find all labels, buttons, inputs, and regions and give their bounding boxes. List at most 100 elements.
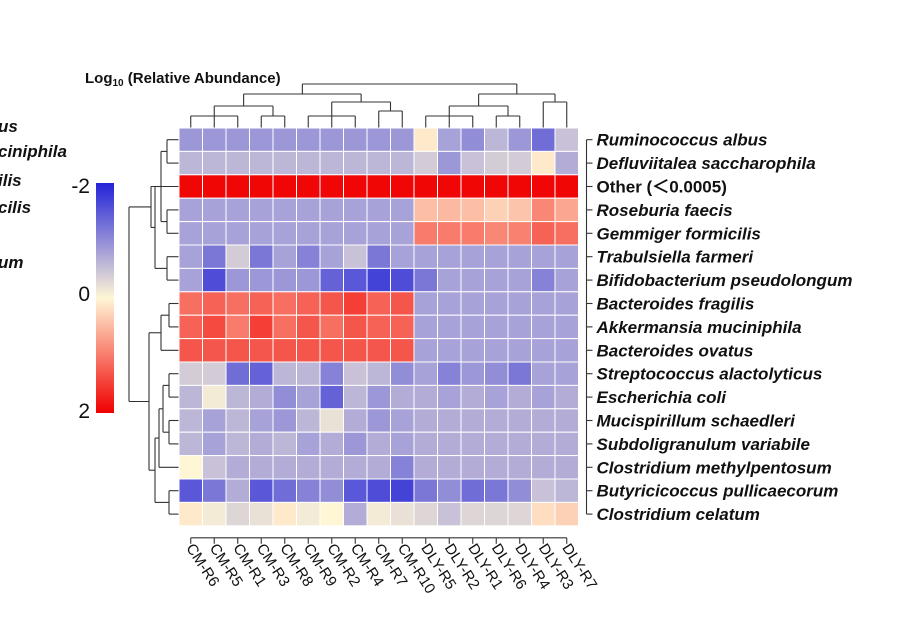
heatmap-cell (531, 244, 556, 269)
heatmap-cell (413, 221, 438, 246)
heatmap-cell (343, 361, 368, 386)
heatmap-cell (202, 174, 227, 199)
heatmap-cell (178, 478, 203, 503)
heatmap-cell (484, 127, 509, 152)
heatmap-cell (366, 291, 391, 316)
heatmap-cell (366, 431, 391, 457)
row-label: Streptococcus alactolyticus (597, 365, 823, 384)
heatmap-cell (507, 455, 532, 480)
color-scale-tick-label: 0 (78, 283, 90, 306)
heatmap-cell (249, 150, 274, 176)
heatmap-cell (484, 314, 509, 340)
heatmap-cell (437, 455, 462, 480)
color-scale-bar (96, 183, 114, 413)
heatmap-cell (460, 150, 485, 176)
heatmap-cell (202, 431, 227, 457)
row-label: Gemmiger formicilis (597, 224, 761, 243)
heatmap-cell (390, 501, 415, 527)
heatmap-cell (319, 291, 344, 316)
heatmap-cell (178, 408, 203, 433)
heatmap-cell (296, 361, 321, 386)
heatmap-cell (554, 478, 579, 503)
row-label: Subdoligranulum variabile (597, 435, 810, 454)
heatmap-cell (531, 455, 556, 480)
heatmap-cell (413, 338, 438, 363)
heatmap-cell (460, 291, 485, 316)
heatmap-cell (178, 314, 203, 340)
heatmap-cell (437, 361, 462, 386)
heatmap-cell (296, 127, 321, 152)
heatmap-cell (531, 291, 556, 316)
heatmap-cell (225, 361, 250, 386)
heatmap-cell (460, 174, 485, 199)
heatmap-cell (507, 338, 532, 363)
heatmap-cell (366, 174, 391, 199)
heatmap-cell (225, 244, 250, 269)
heatmap-cell (366, 361, 391, 386)
heatmap-cell (531, 150, 556, 176)
chart-title-text: Log10 (Relative Abundance) (85, 70, 281, 89)
heatmap-cell (531, 478, 556, 503)
heatmap-cell (507, 384, 532, 410)
heatmap-cell (460, 338, 485, 363)
heatmap-cell (178, 150, 203, 176)
cutoff-left-label: cilis (0, 198, 31, 217)
color-scale-legend: -2 0 2 (71, 175, 114, 423)
heatmap-cell (178, 431, 203, 457)
row-label: Other (＜0.0005) (597, 178, 727, 197)
heatmap-cell (390, 455, 415, 480)
heatmap-cell (554, 408, 579, 433)
heatmap-cell (531, 314, 556, 340)
heatmap-cell (272, 291, 297, 316)
heatmap-cell (272, 221, 297, 246)
heatmap-cell (507, 478, 532, 503)
heatmap-cell (390, 127, 415, 152)
heatmap-cell (319, 431, 344, 457)
heatmap-cell (178, 361, 203, 386)
heatmap-cell (225, 221, 250, 246)
heatmap-cell (554, 314, 579, 340)
heatmap-cell (343, 314, 368, 340)
heatmap-cell (343, 197, 368, 223)
heatmap-cell (437, 384, 462, 410)
heatmap-cell (202, 361, 227, 386)
heatmap-cell (390, 431, 415, 457)
heatmap-cell (531, 408, 556, 433)
heatmap-cell (413, 291, 438, 316)
heatmap-cell (343, 150, 368, 176)
heatmap-cell (225, 127, 250, 152)
heatmap-cell (272, 361, 297, 386)
heatmap-cell (413, 431, 438, 457)
heatmap-cell (343, 244, 368, 269)
heatmap-cell (343, 291, 368, 316)
heatmap-cell (437, 478, 462, 503)
heatmap-cell (225, 384, 250, 410)
heatmap-cell (319, 408, 344, 433)
heatmap-cell (178, 501, 203, 527)
heatmap-cell (484, 431, 509, 457)
heatmap-cell (319, 478, 344, 503)
heatmap-cell (531, 174, 556, 199)
heatmap-cell (178, 221, 203, 246)
heatmap-cell (413, 244, 438, 269)
heatmap-cell (202, 408, 227, 433)
heatmap-cell (390, 408, 415, 433)
heatmap-cell (272, 478, 297, 503)
heatmap-cell (531, 127, 556, 152)
row-label: Clostridium celatum (597, 505, 760, 524)
heatmap-cell (249, 291, 274, 316)
heatmap-cell (319, 338, 344, 363)
heatmap-cell (272, 150, 297, 176)
row-label: Bifidobacterium pseudolongum (597, 271, 853, 290)
heatmap-cell (225, 338, 250, 363)
heatmap-cell (296, 291, 321, 316)
heatmap-cell (296, 384, 321, 410)
heatmap-cell (272, 431, 297, 457)
row-label: Trabulsiella farmeri (597, 248, 755, 267)
row-label: Bacteroides ovatus (597, 341, 754, 360)
heatmap-cell (460, 478, 485, 503)
row-labels: Ruminococcus albus Defluviitalea saccharo… (585, 131, 853, 524)
heatmap-cell (296, 501, 321, 527)
heatmap-cell (319, 455, 344, 480)
